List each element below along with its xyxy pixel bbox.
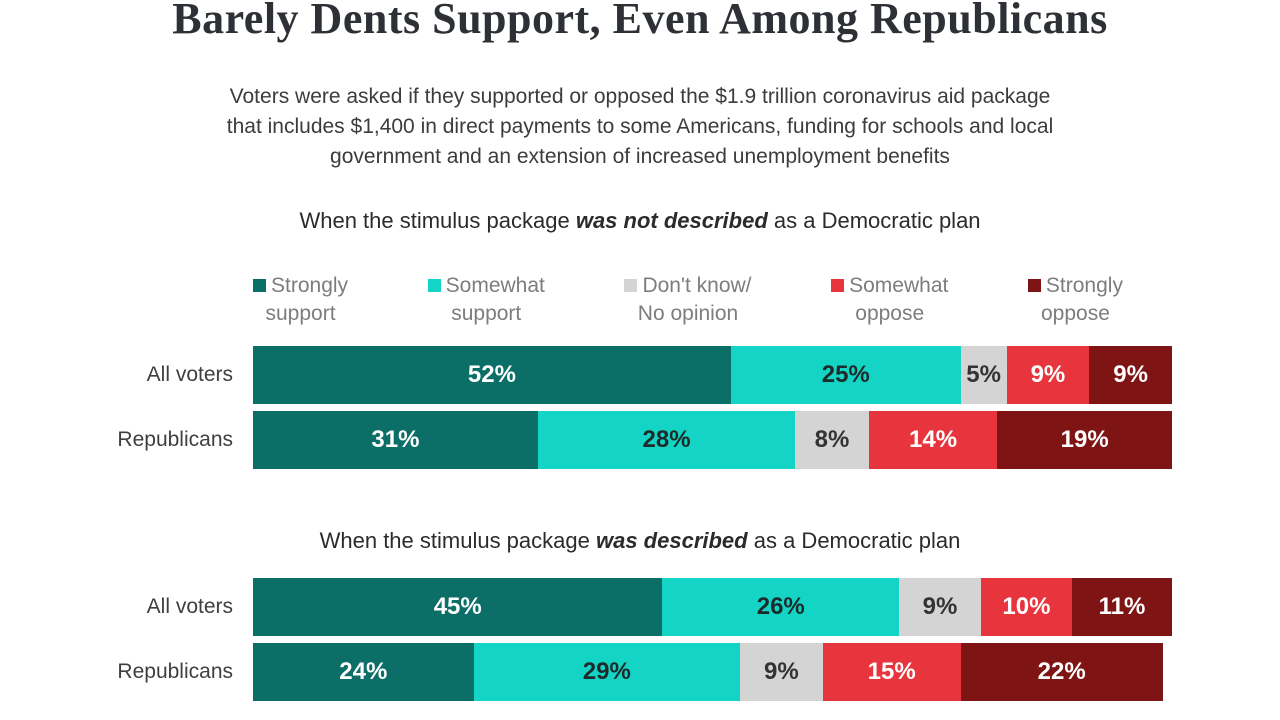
- chart-panels: When the stimulus package was not descri…: [0, 206, 1280, 701]
- row-label: All voters: [146, 595, 233, 618]
- legend-line-1: Strongly: [253, 272, 348, 300]
- stacked-bar: 31% 28% 8% 14% 19%: [253, 411, 1172, 469]
- bar-segment: 28%: [537, 411, 796, 469]
- bar-segment: 5%: [960, 346, 1007, 404]
- row-label: Republicans: [117, 660, 233, 683]
- legend-swatch-icon: [624, 279, 638, 292]
- legend-swatch-icon: [253, 279, 266, 292]
- bar-segment: 29%: [473, 643, 741, 701]
- legend-label: Don't know/: [642, 274, 752, 297]
- bar-segment: 14%: [868, 411, 998, 469]
- panel-heading: When the stimulus package was not descri…: [0, 206, 1280, 236]
- legend-item: Somewhat support: [427, 272, 545, 328]
- heading-text: as a Democratic plan: [767, 208, 981, 233]
- legend-swatch-icon: [831, 279, 845, 292]
- bar-segment: 9%: [899, 578, 981, 636]
- bar-segment: 31%: [253, 411, 538, 469]
- legend-line-1: Somewhat: [427, 272, 545, 300]
- heading-text: as a Democratic plan: [747, 528, 961, 553]
- bar-segment: 45%: [253, 578, 663, 636]
- bar-segment: 9%: [1089, 346, 1172, 404]
- bar-row: Republicans 31% 28% 8% 14% 19%: [0, 411, 1172, 469]
- bar-segment: 52%: [253, 346, 731, 404]
- bar-segment: 26%: [662, 578, 900, 636]
- legend-line-2: oppose: [1040, 302, 1110, 325]
- heading-emphasis: was not described: [575, 208, 768, 233]
- legend-line-1: Strongly: [1027, 272, 1123, 300]
- legend-label: Strongly: [271, 274, 349, 297]
- bar-segment: 19%: [997, 411, 1172, 469]
- legend-line-2: No opinion: [637, 302, 739, 325]
- legend-line-2: support: [265, 302, 336, 325]
- legend-label: Somewhat: [849, 274, 949, 297]
- bar-row: All voters 45% 26% 9% 10% 11%: [0, 578, 1172, 636]
- bar-segment: 15%: [822, 643, 961, 701]
- legend-item: Strongly support: [253, 272, 348, 328]
- panel-heading: When the stimulus package was described …: [0, 526, 1280, 556]
- stacked-bar: 45% 26% 9% 10% 11%: [253, 578, 1172, 636]
- legend-label: Somewhat: [445, 274, 545, 297]
- legend-item: Strongly oppose: [1027, 272, 1123, 328]
- chart-panel-2: When the stimulus package was described …: [0, 526, 1280, 701]
- chart-subtitle: Voters were asked if they supported or o…: [0, 82, 1280, 172]
- subtitle-line: that includes $1,400 in direct payments …: [226, 115, 1054, 138]
- bar-segment: 8%: [795, 411, 869, 469]
- bar-group: All voters 45% 26% 9% 10% 11% Republicans 24% 29…: [0, 578, 1172, 701]
- subtitle-line: government and an extension of increased…: [330, 145, 950, 168]
- row-label: All voters: [146, 363, 233, 386]
- bar-segment: 11%: [1071, 578, 1172, 636]
- row-label: Republicans: [117, 428, 233, 451]
- stacked-bar: 24% 29% 9% 15% 22%: [253, 643, 1172, 701]
- bar-segment: 25%: [730, 346, 961, 404]
- bar-row: Republicans 24% 29% 9% 15% 22%: [0, 643, 1172, 701]
- heading-emphasis: was described: [595, 528, 748, 553]
- bar-row: All voters 52% 25% 5% 9% 9%: [0, 346, 1172, 404]
- bar-group: All voters 52% 25% 5% 9% 9% Republicans 31% 28% 8…: [0, 346, 1172, 469]
- subtitle-line: Voters were asked if they supported or o…: [229, 85, 1051, 108]
- bar-segment: 9%: [740, 643, 823, 701]
- legend-line-2: oppose: [855, 302, 925, 325]
- legend-line-1: Don't know/: [624, 272, 752, 300]
- legend-label: Strongly: [1045, 274, 1123, 297]
- bar-segment: 22%: [960, 643, 1163, 701]
- bar-segment: 9%: [1006, 346, 1090, 404]
- legend-line-1: Somewhat: [831, 272, 948, 300]
- bar-segment: 24%: [253, 643, 474, 701]
- chart-panel-1: When the stimulus package was not descri…: [0, 206, 1280, 469]
- stacked-bar: 52% 25% 5% 9% 9%: [253, 346, 1172, 404]
- legend-item: Don't know/No opinion: [624, 272, 752, 328]
- heading-text: When the stimulus package: [299, 208, 576, 233]
- legend-swatch-icon: [427, 279, 441, 292]
- legend-swatch-icon: [1027, 279, 1041, 292]
- headline: Barely Dents Support, Even Among Republi…: [172, 0, 1108, 43]
- legend-item: Somewhat oppose: [831, 272, 948, 328]
- legend: Strongly support Somewhat support Don't know…: [253, 272, 1123, 328]
- bar-segment: 10%: [980, 578, 1072, 636]
- heading-text: When the stimulus package: [319, 528, 596, 553]
- legend-line-2: support: [451, 302, 522, 325]
